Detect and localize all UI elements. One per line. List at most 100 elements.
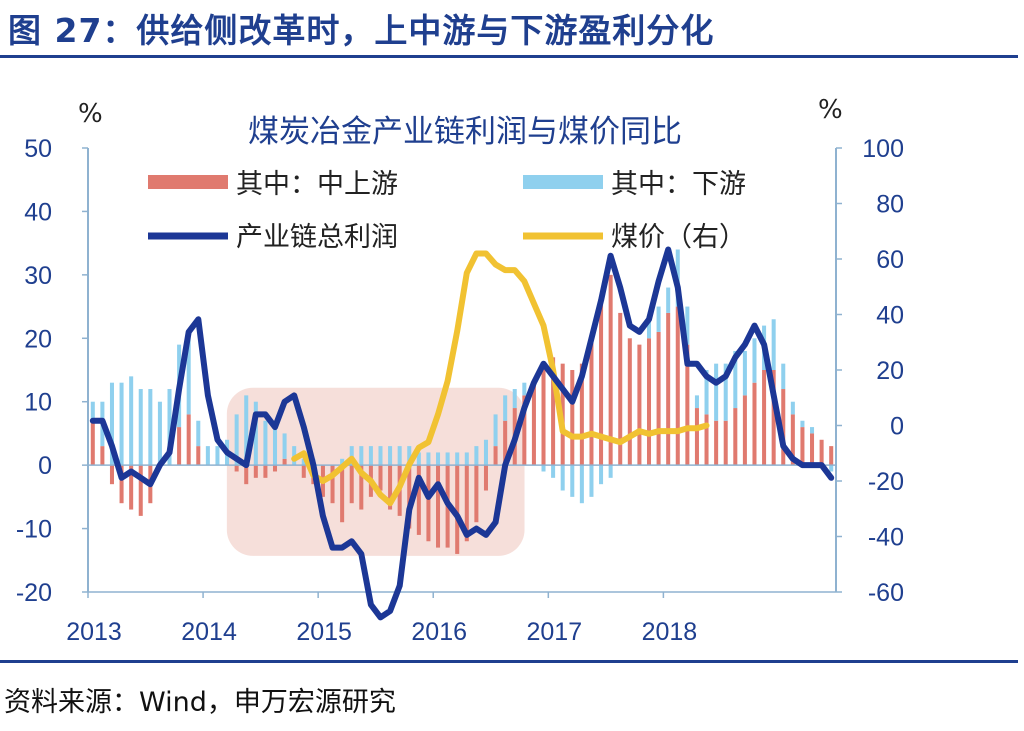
bar-downstream (512, 389, 517, 409)
x-tick-label: 2018 (642, 618, 698, 646)
bar-upstream (426, 465, 431, 542)
bar-downstream (90, 401, 95, 421)
bar-downstream (272, 427, 278, 466)
bar-upstream (723, 420, 728, 466)
bar-upstream (810, 433, 815, 466)
title-rule (0, 55, 1018, 58)
source-rule (0, 660, 1018, 663)
bar-upstream (138, 465, 143, 516)
x-tick-label: 2013 (66, 618, 122, 646)
bar-upstream (349, 465, 354, 504)
bar-downstream (196, 420, 201, 447)
bar-downstream (800, 420, 805, 428)
bar-upstream (781, 389, 786, 466)
bar-downstream (129, 376, 134, 466)
left-tick-label: -10 (16, 516, 52, 544)
bar-downstream (436, 452, 441, 466)
bar-downstream (455, 452, 460, 466)
bar-upstream (177, 427, 182, 466)
bar-downstream (781, 363, 786, 390)
bar-upstream (119, 465, 124, 504)
bar-downstream (666, 287, 671, 313)
bar-upstream (589, 338, 594, 466)
bar-upstream (272, 465, 278, 472)
bar-downstream (474, 446, 479, 466)
left-tick-label: 0 (38, 452, 52, 480)
bar-downstream (694, 395, 699, 409)
bar-upstream (666, 312, 671, 466)
coal-price-line (291, 250, 710, 507)
right-tick-label: -20 (868, 468, 904, 496)
highlight-period-box (226, 387, 525, 556)
bar-downstream (771, 319, 776, 370)
bar-upstream (522, 395, 527, 466)
bar-upstream (100, 446, 105, 466)
bar-downstream (416, 452, 421, 466)
chart: -20 -10 0 10 20 30 40 50 -60 -40 -20 0 20 40 60 80 100 20… (16, 95, 904, 646)
bar-upstream (618, 312, 623, 466)
bar-upstream (493, 446, 498, 466)
bar-downstream (407, 446, 412, 466)
right-tick-label: 40 (876, 302, 904, 330)
bar-downstream (138, 389, 143, 466)
bar-downstream (301, 458, 306, 466)
right-tick-label: 20 (876, 357, 904, 385)
bar-upstream (646, 338, 652, 466)
bar-downstream (608, 465, 613, 478)
bar-downstream (570, 465, 575, 497)
bar-upstream (109, 465, 114, 485)
bar-upstream (704, 414, 709, 466)
bar-downstream (829, 465, 834, 472)
bar-upstream (656, 331, 661, 466)
right-axis-unit: % (818, 95, 843, 125)
bar-downstream (656, 306, 661, 332)
legend-label-downstream: 其中：下游 (611, 169, 746, 200)
bar-downstream (493, 414, 498, 447)
bar-upstream (340, 465, 345, 523)
bar-downstream (349, 446, 354, 466)
bar-upstream (733, 408, 738, 466)
bar-downstream (522, 382, 527, 396)
bar-upstream (464, 465, 469, 542)
bar-upstream (244, 465, 249, 485)
bar-upstream (483, 465, 488, 491)
bar-upstream (771, 370, 776, 466)
x-tick-label: 2014 (181, 618, 237, 646)
bar-upstream (455, 465, 460, 554)
bar-upstream (186, 414, 191, 466)
bar-downstream (263, 420, 268, 466)
left-tick-label: 30 (24, 262, 52, 290)
bar-upstream (436, 465, 441, 548)
bar-downstream (426, 452, 431, 466)
right-tick-label: 100 (862, 135, 904, 163)
bar-upstream (474, 465, 479, 523)
bar-downstream (579, 465, 584, 504)
legend-label-coal: 煤价（右） (611, 222, 746, 253)
right-tick-label: 0 (890, 413, 904, 441)
bar-upstream (282, 458, 287, 466)
bar-upstream (599, 300, 604, 466)
bar-upstream (551, 357, 556, 466)
x-tick-label: 2017 (526, 618, 582, 646)
bar-downstream (148, 389, 153, 466)
bar-upstream (637, 344, 642, 466)
bar-upstream (129, 465, 134, 510)
bar-upstream (714, 420, 719, 466)
bar-upstream (694, 408, 699, 466)
source-note: 资料来源：Wind，申万宏源研究 (4, 687, 396, 718)
bar-downstream (733, 350, 738, 409)
bar-upstream (531, 382, 536, 466)
bar-upstream (800, 427, 805, 466)
bar-downstream (340, 458, 345, 466)
bar-downstream (167, 389, 172, 466)
bar-downstream (244, 395, 249, 466)
left-tick-label: 40 (24, 198, 52, 226)
bar-downstream (589, 465, 594, 497)
bar-upstream (627, 338, 632, 466)
bar-downstream (551, 465, 556, 478)
bar-downstream (714, 363, 719, 421)
chart-title: 煤炭冶金产业链利润与煤价同比 (248, 114, 682, 150)
bar-downstream (205, 446, 210, 466)
left-tick-label: 20 (24, 325, 52, 353)
left-tick-label: -20 (16, 579, 52, 607)
